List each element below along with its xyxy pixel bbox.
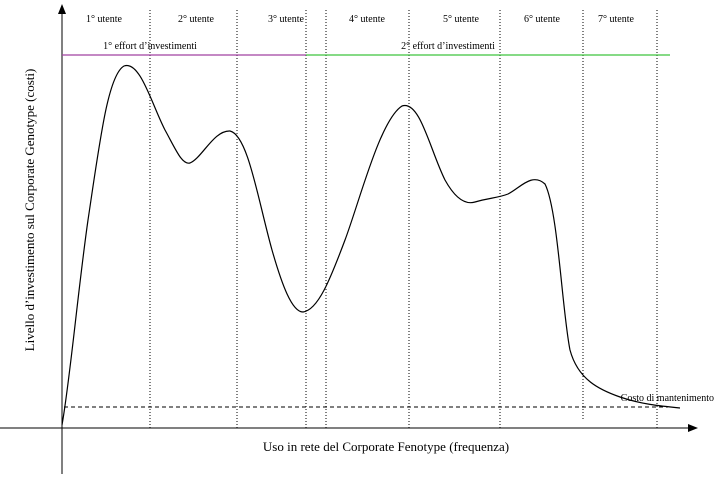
x-axis-label: Uso in rete del Corporate Fenotype (freq… [263,439,509,454]
effort-1-label: 1° effort d’investimenti [103,41,197,52]
x-axis-arrow [688,424,698,432]
user-phase-label-5: 5° utente [443,14,479,25]
y-axis-arrow [58,4,66,14]
user-phase-label-2: 2° utente [178,14,214,25]
user-phase-label-7: 7° utente [598,14,634,25]
user-phase-label-1: 1° utente [86,14,122,25]
effort-2-label: 2° effort d’investimenti [401,41,495,52]
phase-separators [149,10,658,428]
y-axis-label: Livello d’investimento sul Corporate Gen… [22,69,37,352]
user-phase-label-3: 3° utente [268,14,304,25]
user-phase-label-6: 6° utente [524,14,560,25]
maintenance-cost-label: Costo di mantenimento [621,393,714,404]
user-phase-label-4: 4° utente [349,14,385,25]
investment-curve [61,65,681,426]
